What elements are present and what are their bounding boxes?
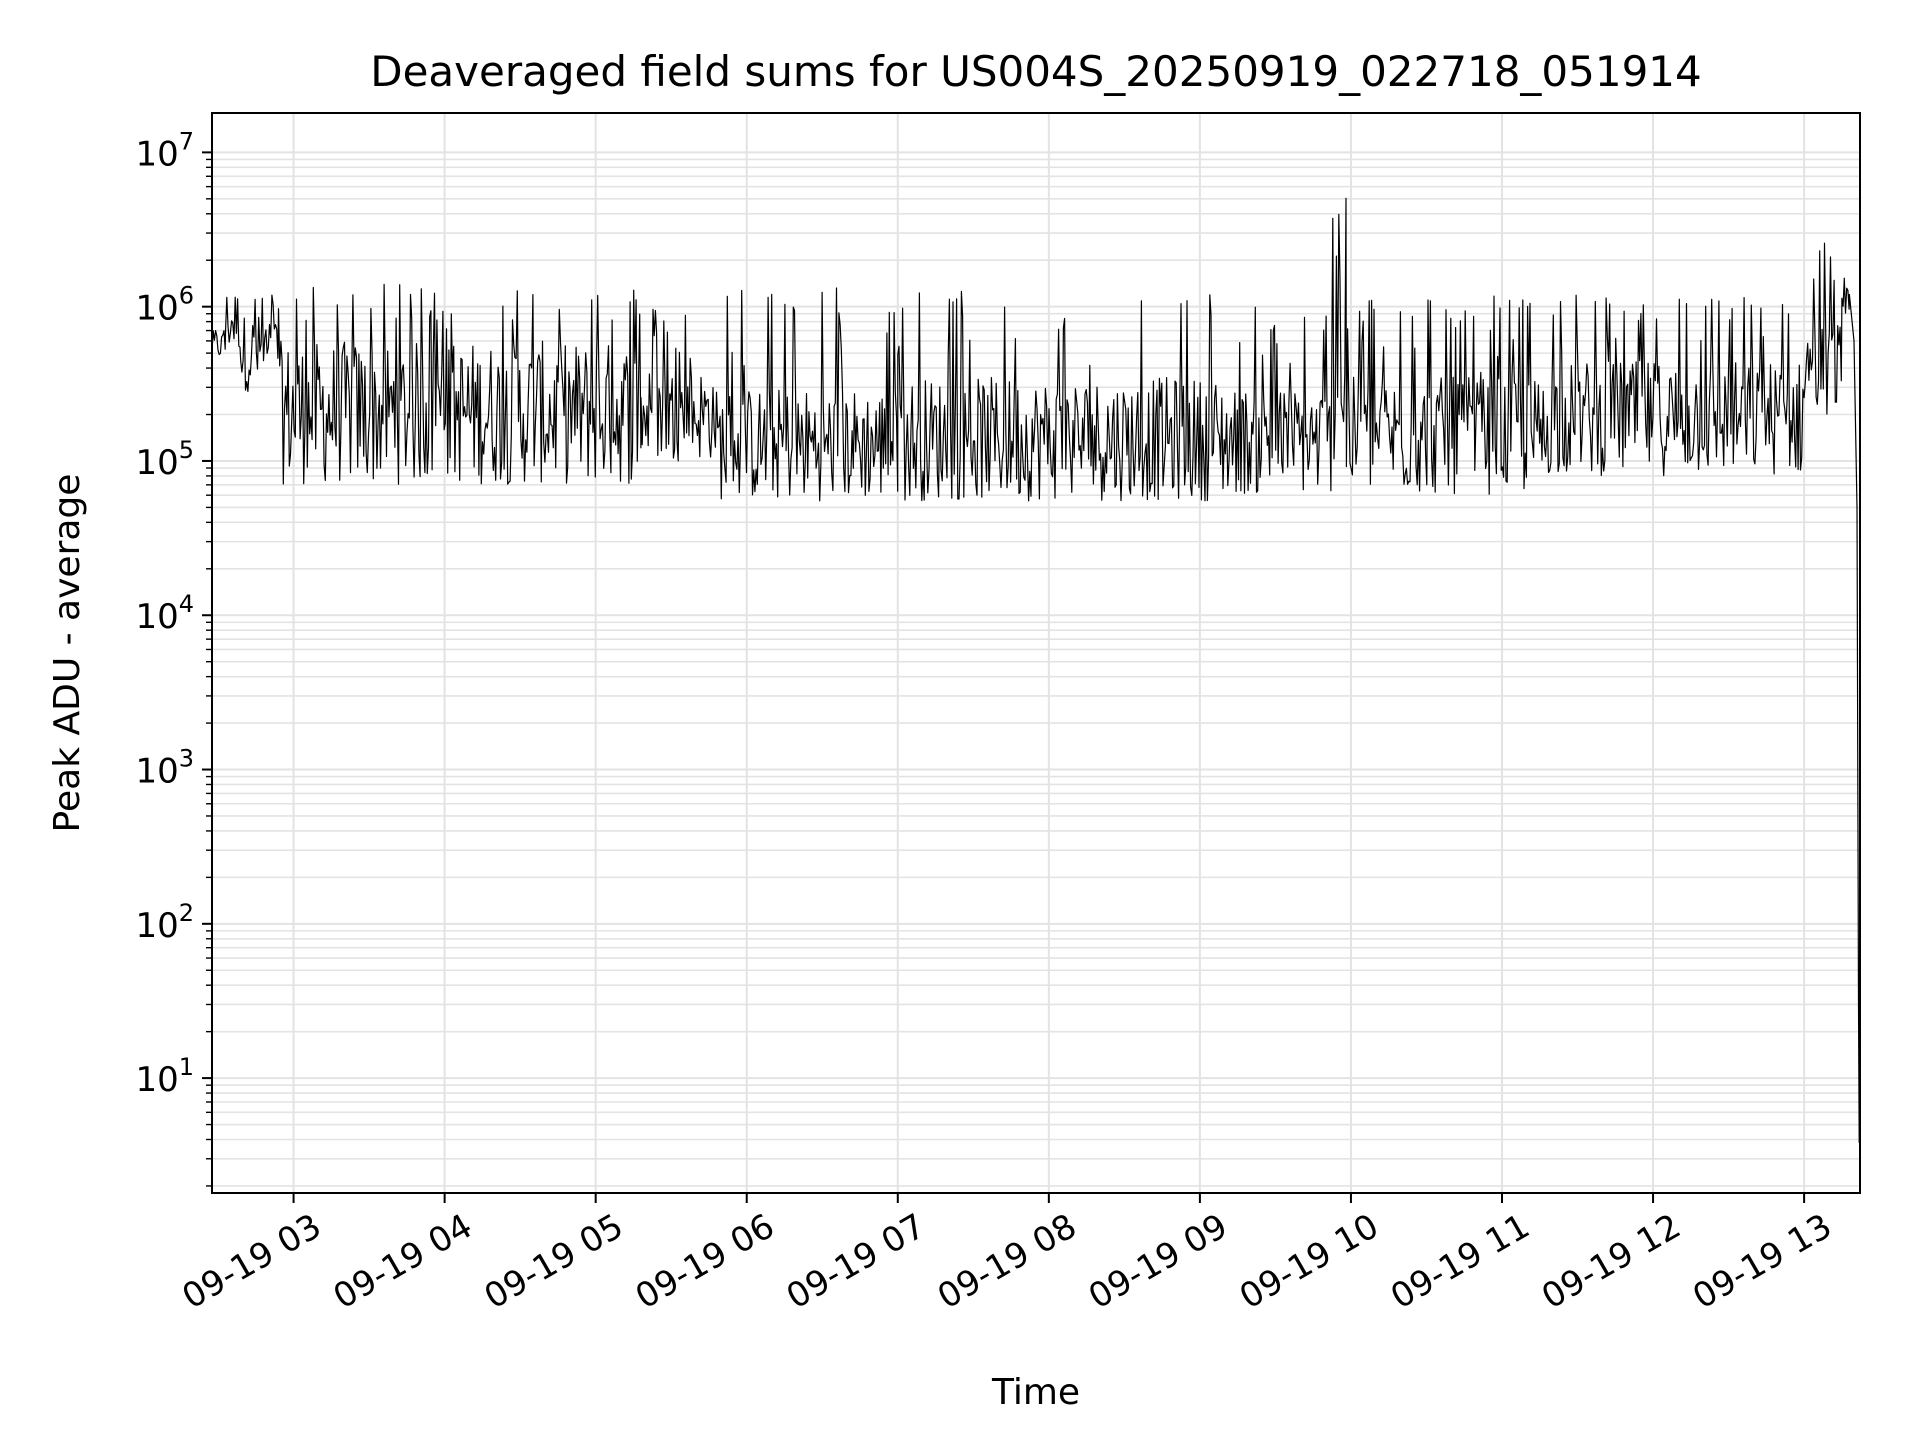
grid [212,113,1860,1193]
y-tick-label: 106 [135,282,194,329]
plot-area [212,113,1860,1193]
series [211,197,1860,1143]
series-line [211,197,1860,1143]
y-axis: 101 102 103 104 105 106 107 [135,127,212,1187]
y-tick-label: 102 [135,899,194,946]
plot-frame [211,112,1861,1194]
y-tick-label: 104 [135,590,194,637]
chart-title: Deaveraged field sums for US004S_2025091… [370,47,1702,96]
y-tick-label: 105 [135,436,194,483]
y-tick-label: 103 [135,745,194,792]
y-tick-label: 107 [135,127,194,174]
y-tick-label: 101 [135,1053,194,1100]
y-axis-label: Peak ADU - average [47,474,88,833]
x-axis-label: Time [991,1372,1080,1413]
